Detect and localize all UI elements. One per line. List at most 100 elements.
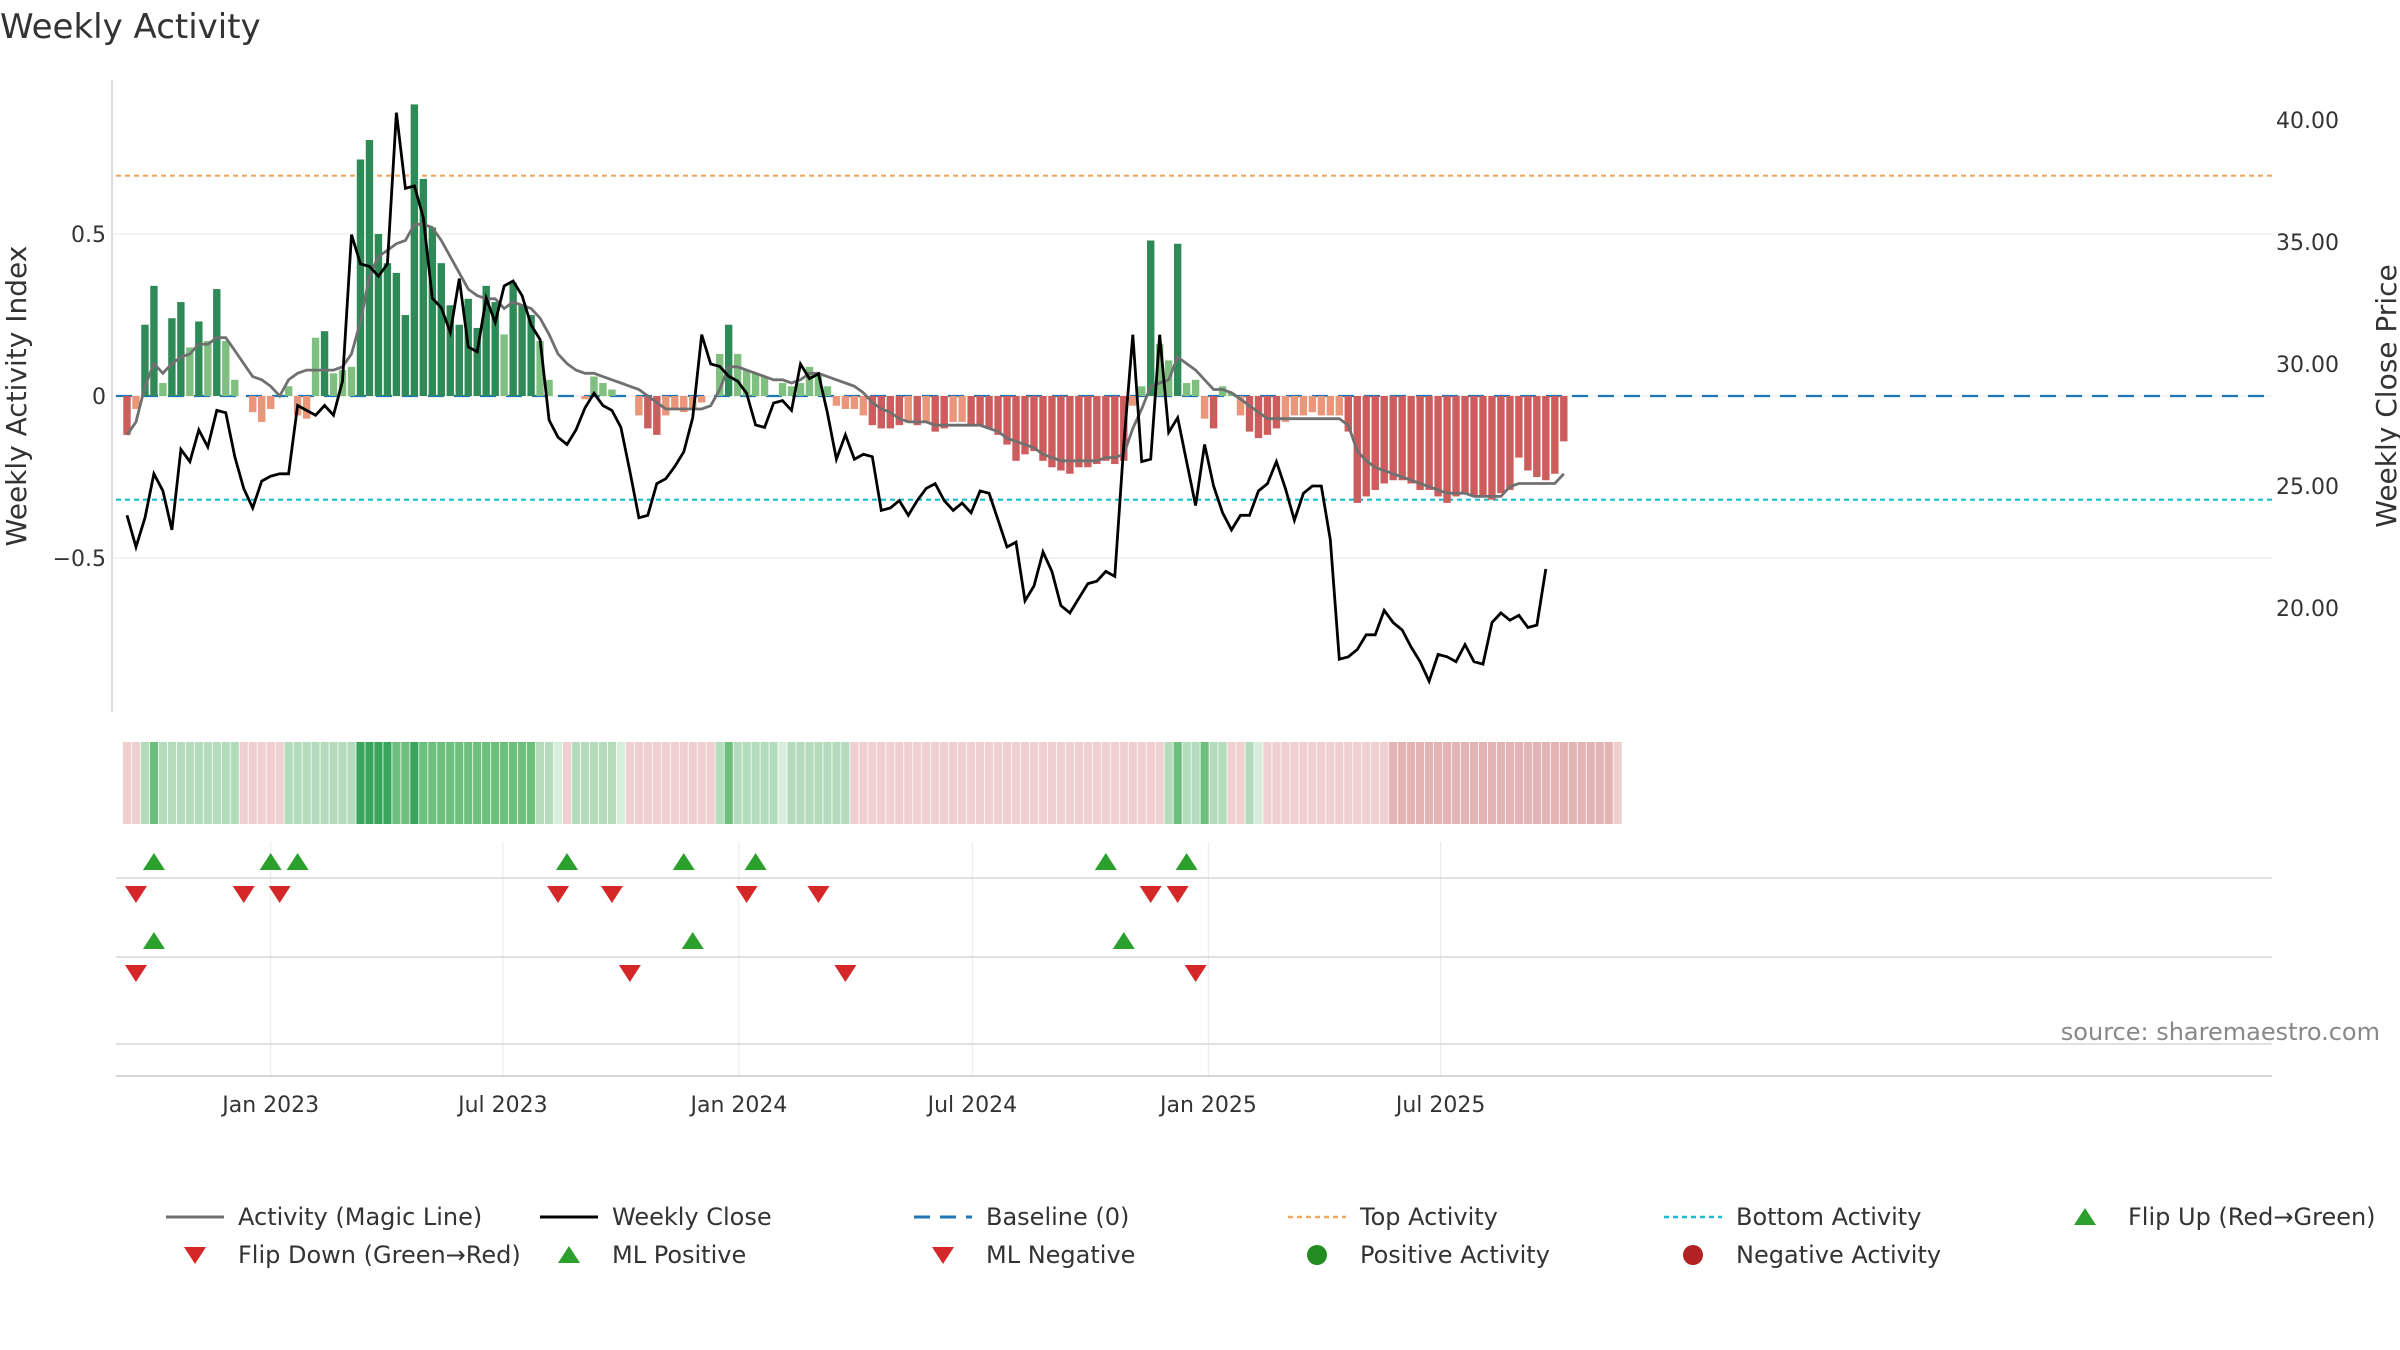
triangle-down-marker xyxy=(600,886,623,903)
activity-bar xyxy=(949,396,957,422)
strip-cell xyxy=(1227,742,1236,824)
x-tick-label: Jul 2024 xyxy=(926,1093,1018,1118)
activity-bar xyxy=(311,337,320,396)
strip-cell xyxy=(518,742,527,824)
activity-bar xyxy=(491,302,499,396)
strip-cell xyxy=(1559,742,1568,824)
strip-cell xyxy=(1487,742,1497,824)
activity-bar xyxy=(599,383,607,396)
strip-cell xyxy=(1200,742,1209,824)
strip-cell xyxy=(1281,742,1290,824)
strip-cell xyxy=(374,742,383,824)
activity-bar xyxy=(1254,396,1263,439)
right-tick-label: 20.00 xyxy=(2276,597,2339,622)
activity-bar xyxy=(805,366,814,396)
chart-title: Weekly Activity xyxy=(0,7,261,47)
activity-bar xyxy=(841,396,850,409)
activity-bar xyxy=(778,383,787,396)
strip-cell xyxy=(1469,742,1479,824)
strip-cell xyxy=(1595,742,1604,824)
legend-label: Bottom Activity xyxy=(1736,1203,1921,1231)
strip-cell xyxy=(1425,742,1434,824)
strip-cell xyxy=(221,742,230,824)
strip-cell xyxy=(491,742,500,824)
activity-bar xyxy=(1200,396,1209,419)
strip-cell xyxy=(419,742,428,824)
legend-swatch-down xyxy=(932,1247,954,1264)
strip-cell xyxy=(1613,742,1622,824)
strip-cell xyxy=(1433,742,1443,824)
activity-bar xyxy=(976,396,984,426)
activity-bar xyxy=(1515,396,1523,458)
activity-bar xyxy=(284,386,293,396)
activity-bar xyxy=(1003,396,1011,445)
activity-bar xyxy=(644,396,652,429)
strip-cell xyxy=(446,742,455,824)
legend-swatch-negative xyxy=(1683,1245,1703,1265)
activity-bar xyxy=(329,373,338,396)
activity-bar xyxy=(1308,396,1317,413)
activity-bar xyxy=(401,315,410,396)
legend-swatch-up xyxy=(2074,1208,2096,1225)
legend-label: Flip Down (Green→Red) xyxy=(238,1241,521,1269)
strip-cell xyxy=(1541,742,1550,824)
activity-bar xyxy=(724,324,733,396)
activity-bar xyxy=(1452,396,1460,497)
strip-cell xyxy=(1586,742,1595,824)
triangle-up-marker xyxy=(744,853,767,870)
activity-bar xyxy=(428,227,437,396)
strip-cell xyxy=(239,742,248,824)
strip-cell xyxy=(643,742,652,824)
activity-bar xyxy=(590,376,598,396)
strip-cell xyxy=(984,742,994,824)
activity-bar xyxy=(1551,396,1559,474)
activity-bar xyxy=(1533,396,1541,477)
strip-cell xyxy=(1577,742,1586,824)
strip-cell xyxy=(1398,742,1407,824)
strip-cell xyxy=(1505,742,1515,824)
activity-bar xyxy=(1272,396,1281,429)
activity-bar xyxy=(832,396,841,406)
activity-bar xyxy=(150,285,158,396)
activity-bar xyxy=(733,353,742,396)
triangle-down-marker xyxy=(807,886,830,903)
activity-bar xyxy=(1021,396,1029,455)
activity-bar xyxy=(850,396,859,409)
strip-cell xyxy=(203,742,212,824)
strip-cell xyxy=(140,742,150,824)
triangle-up-marker xyxy=(1112,932,1135,949)
strip-cell xyxy=(976,742,985,824)
activity-bar xyxy=(168,318,176,396)
strip-cell xyxy=(553,742,563,824)
right-tick-label: 30.00 xyxy=(2276,353,2339,378)
activity-bar xyxy=(1093,396,1101,465)
strip-cell xyxy=(1155,742,1164,824)
x-tick-label: Jul 2025 xyxy=(1394,1093,1486,1118)
strip-cell xyxy=(913,742,922,824)
activity-bar xyxy=(1030,396,1038,452)
strip-cell xyxy=(1371,742,1380,824)
activity-bar xyxy=(1084,396,1092,468)
strip-cell xyxy=(293,742,302,824)
strip-cell xyxy=(895,742,904,824)
activity-bar xyxy=(204,340,212,396)
activity-bar xyxy=(213,289,221,396)
activity-bar xyxy=(671,396,679,409)
strip-cell xyxy=(212,742,221,824)
strip-cell xyxy=(1380,742,1389,824)
activity-bar xyxy=(1102,396,1110,461)
legend-swatch-up xyxy=(558,1246,580,1263)
activity-bar xyxy=(823,386,832,396)
strip-cell xyxy=(1478,742,1488,824)
strip-cell xyxy=(131,742,141,824)
strip-cell xyxy=(661,742,670,824)
strip-cell xyxy=(625,742,634,824)
activity-bar xyxy=(608,389,616,396)
strip-cell xyxy=(877,742,886,824)
activity-bar xyxy=(1209,396,1218,429)
strip-cell xyxy=(122,742,132,824)
strip-cell xyxy=(1128,742,1137,824)
strip-cell xyxy=(1299,742,1308,824)
strip-cell xyxy=(167,742,176,824)
strip-cell xyxy=(589,742,599,824)
